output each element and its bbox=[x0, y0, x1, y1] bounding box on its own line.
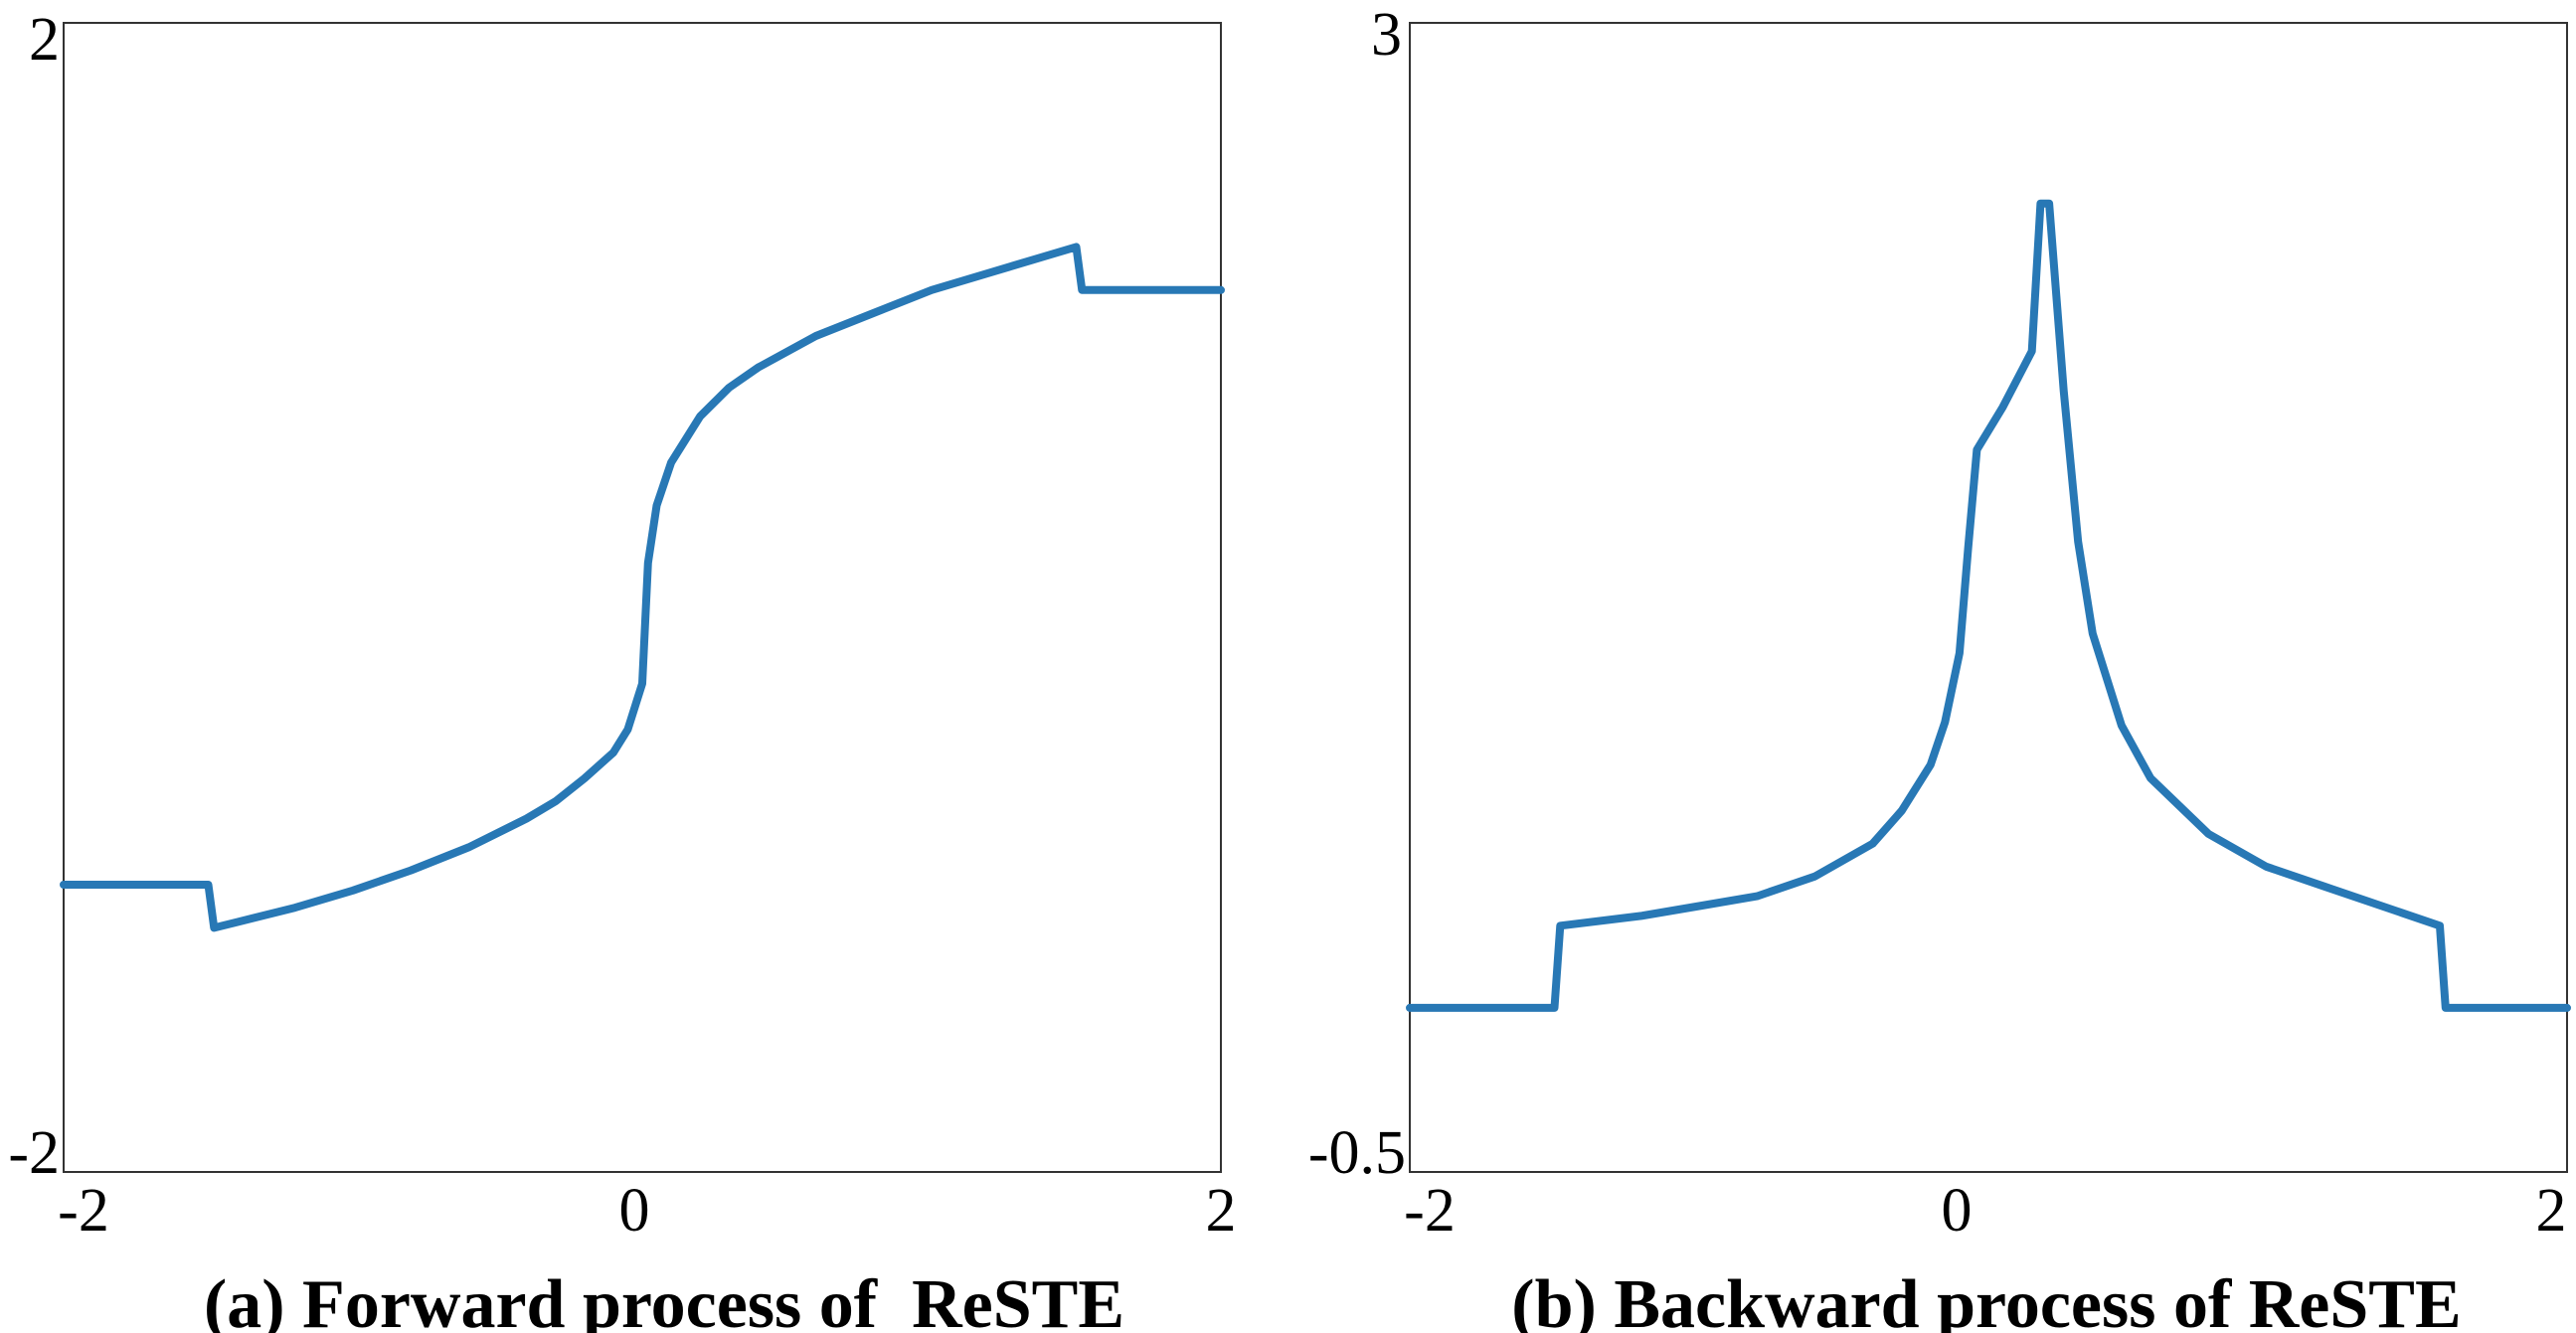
panel-a-forward-curve bbox=[60, 243, 1225, 932]
panel-a-x-tick-right: 2 bbox=[1206, 1177, 1237, 1245]
panel-a-y-tick-top: 2 bbox=[29, 6, 60, 74]
panel-b-x-tick-right: 2 bbox=[2536, 1177, 2567, 1245]
panel-b-y-tick-bottom: -0.5 bbox=[1308, 1119, 1406, 1187]
panel-b-y-tick-top: 3 bbox=[1371, 1, 1402, 69]
panel-a-y-tick-bottom: -2 bbox=[8, 1119, 60, 1187]
panel-a-plot-frame bbox=[63, 22, 1222, 1173]
panel-a-caption: (a) Forward process of ReSTE bbox=[204, 1266, 1124, 1333]
panel-b: 3 -0.5 -2 0 2 (b) Backward process of Re… bbox=[1308, 1, 2571, 1333]
panel-a-x-tick-center: 0 bbox=[619, 1177, 650, 1245]
panel-a: 2 -2 -2 0 2 (a) Forward process of ReSTE bbox=[8, 6, 1236, 1333]
panel-b-plot-frame bbox=[1409, 22, 2568, 1173]
panel-b-x-tick-left: -2 bbox=[1404, 1177, 1456, 1245]
panel-a-x-tick-left: -2 bbox=[58, 1177, 109, 1245]
panel-b-caption: (b) Backward process of ReSTE bbox=[1511, 1266, 2461, 1333]
panel-b-x-tick-center: 0 bbox=[1942, 1177, 1973, 1245]
panel-b-backward-curve bbox=[1406, 199, 2571, 1012]
